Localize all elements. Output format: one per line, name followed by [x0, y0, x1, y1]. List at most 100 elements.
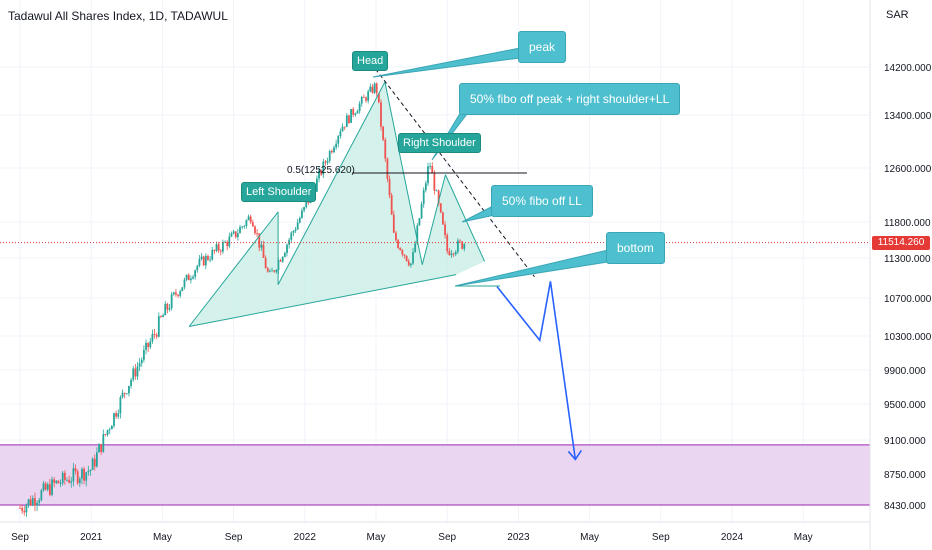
candle	[179, 289, 182, 298]
candle	[348, 114, 350, 125]
y-tick-label: 10700.000	[884, 294, 932, 305]
candle	[241, 225, 244, 230]
y-tick-label: 9900.000	[884, 366, 926, 377]
candle	[463, 243, 466, 252]
candle	[213, 249, 216, 254]
candle	[219, 248, 222, 256]
candle	[249, 214, 252, 225]
candle	[283, 251, 286, 258]
candle	[68, 475, 71, 484]
candle	[123, 392, 126, 399]
candle	[373, 82, 376, 95]
candle	[155, 332, 158, 340]
candle	[450, 250, 453, 258]
candle	[91, 457, 94, 471]
candle	[100, 444, 103, 456]
y-tick-label: 10300.000	[884, 332, 932, 343]
candle	[183, 277, 186, 290]
candle	[427, 162, 429, 187]
candle	[106, 429, 109, 437]
candle	[27, 498, 30, 508]
candle	[236, 228, 239, 241]
candle	[160, 315, 162, 319]
candle	[444, 221, 446, 239]
candle	[275, 268, 278, 274]
candle	[243, 224, 246, 229]
candle	[337, 135, 340, 148]
current-price-tag: 11514.260	[872, 236, 930, 250]
candle	[138, 358, 141, 372]
chart-title: Tadawul All Shares Index, 1D, TADAWUL	[8, 9, 228, 23]
candle	[198, 254, 201, 268]
candle	[187, 273, 190, 281]
candle	[83, 466, 85, 485]
candle	[215, 241, 218, 253]
candle	[46, 482, 49, 492]
candle	[303, 206, 305, 213]
candle	[166, 302, 169, 314]
candle	[360, 95, 363, 107]
fibo-ll-label: 50% fibo off LL	[491, 185, 593, 217]
candle	[375, 82, 378, 97]
candle	[117, 409, 120, 420]
candle	[226, 240, 229, 251]
candle	[132, 365, 135, 382]
x-tick-label: Sep	[11, 532, 29, 543]
candle	[128, 385, 130, 397]
x-tick-label: 2022	[294, 532, 317, 543]
x-axis-ticks: Sep 2021 May Sep 2022 May Sep 2023 May Sep 2024 May	[11, 532, 813, 543]
candle	[153, 328, 156, 339]
x-tick-label: Sep	[438, 532, 456, 543]
candle	[422, 187, 425, 208]
x-tick-label: 2021	[80, 532, 103, 543]
candle	[345, 113, 348, 128]
candle	[72, 462, 75, 487]
candle	[93, 454, 96, 471]
bottom-label: bottom	[606, 232, 665, 264]
candle	[98, 443, 100, 453]
candle	[42, 480, 45, 492]
y-tick-label: 9100.000	[884, 436, 926, 447]
candle	[292, 230, 295, 237]
candle	[44, 481, 47, 491]
candle	[409, 263, 412, 268]
candle	[367, 89, 370, 104]
candle	[194, 269, 197, 280]
candle	[435, 189, 438, 192]
candle	[151, 329, 154, 344]
candle	[247, 214, 250, 221]
candle	[209, 255, 212, 263]
candle	[134, 363, 137, 380]
candle	[358, 101, 361, 114]
candle	[251, 219, 254, 227]
candle	[53, 477, 56, 488]
head-shoulders-lines	[188, 81, 486, 327]
candle	[377, 93, 380, 104]
y-tick-label: 9500.000	[884, 400, 926, 411]
candle	[356, 109, 359, 114]
candle	[55, 479, 58, 485]
x-tick-label: 2023	[507, 532, 530, 543]
candle	[442, 211, 444, 225]
candle	[162, 313, 165, 318]
x-tick-label: May	[367, 532, 386, 543]
candle	[63, 470, 66, 485]
y-tick-label: 11800.000	[884, 218, 931, 229]
candle	[307, 202, 310, 205]
candle	[70, 476, 73, 488]
candle	[326, 157, 329, 165]
candle	[256, 228, 258, 238]
candle	[433, 170, 436, 195]
candle	[390, 192, 393, 215]
candle	[21, 505, 24, 514]
candle	[352, 106, 355, 118]
candle	[232, 229, 235, 235]
candle	[271, 267, 273, 272]
candle	[384, 137, 387, 162]
candle	[81, 467, 83, 485]
candle	[121, 389, 124, 399]
candle	[395, 230, 397, 242]
candle	[262, 240, 265, 259]
candle	[211, 246, 214, 261]
x-tick-label: May	[153, 532, 172, 543]
